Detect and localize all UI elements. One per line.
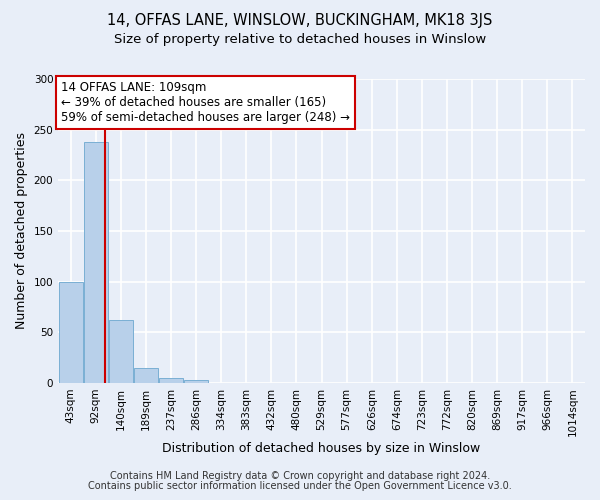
Bar bbox=[184, 380, 208, 383]
Bar bbox=[134, 368, 158, 383]
Bar bbox=[59, 282, 83, 383]
Text: Contains HM Land Registry data © Crown copyright and database right 2024.: Contains HM Land Registry data © Crown c… bbox=[110, 471, 490, 481]
Text: Size of property relative to detached houses in Winslow: Size of property relative to detached ho… bbox=[114, 32, 486, 46]
Text: 14, OFFAS LANE, WINSLOW, BUCKINGHAM, MK18 3JS: 14, OFFAS LANE, WINSLOW, BUCKINGHAM, MK1… bbox=[107, 12, 493, 28]
X-axis label: Distribution of detached houses by size in Winslow: Distribution of detached houses by size … bbox=[163, 442, 481, 455]
Y-axis label: Number of detached properties: Number of detached properties bbox=[15, 132, 28, 330]
Bar bbox=[84, 142, 108, 383]
Text: 14 OFFAS LANE: 109sqm
← 39% of detached houses are smaller (165)
59% of semi-det: 14 OFFAS LANE: 109sqm ← 39% of detached … bbox=[61, 81, 350, 124]
Text: Contains public sector information licensed under the Open Government Licence v3: Contains public sector information licen… bbox=[88, 481, 512, 491]
Bar bbox=[159, 378, 183, 383]
Bar bbox=[109, 320, 133, 383]
